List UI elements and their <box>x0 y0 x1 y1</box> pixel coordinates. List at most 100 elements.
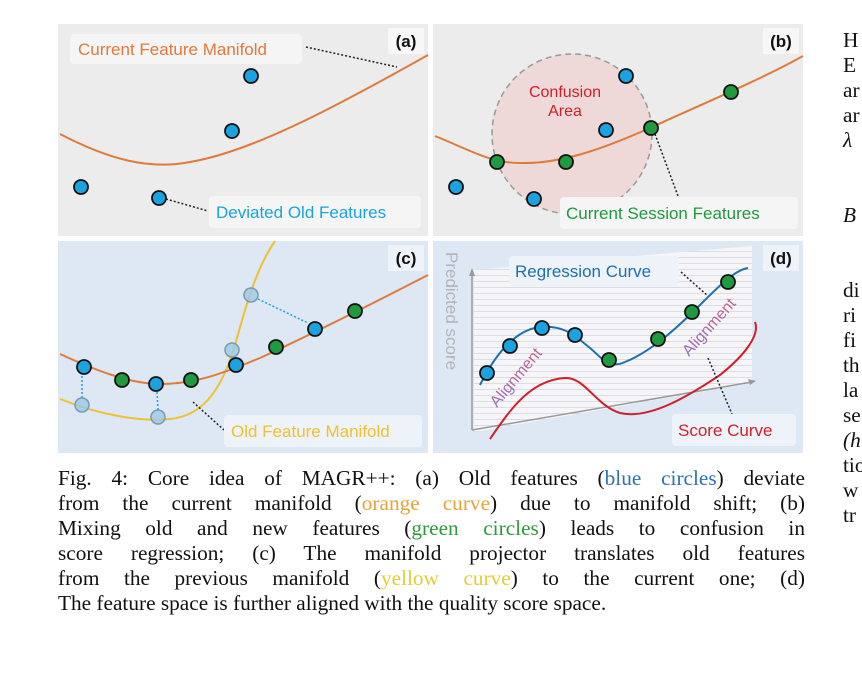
confusion-label-line1: Confusion <box>529 84 601 101</box>
old-feature-point <box>73 179 89 195</box>
caption-line: from the current manifold (orange curve)… <box>58 491 805 516</box>
old-feature-point <box>598 122 614 138</box>
projected-ghost-point <box>74 397 90 413</box>
old-manifold-leader-line <box>192 401 225 431</box>
score-curve <box>489 321 757 440</box>
right-column-fragment <box>843 178 862 203</box>
y-axis-arrowhead <box>469 268 475 276</box>
regression-label-box <box>509 256 679 286</box>
right-column-fragment: (h <box>843 428 861 452</box>
session-feature-point <box>114 372 130 388</box>
old-feature-point <box>148 376 164 392</box>
session-leader-line <box>654 133 679 197</box>
caption-text: ) due to manifold shift; (b) <box>490 491 806 515</box>
session-feature-point <box>183 372 199 388</box>
right-column-fragment: tr <box>843 503 857 527</box>
manifold-leader-line <box>305 46 398 68</box>
caption-line: score regression; (c) The manifold proje… <box>58 541 805 566</box>
deviated-label: Deviated Old Features <box>216 203 386 222</box>
caption-line: The feature space is further aligned wit… <box>58 591 805 616</box>
session-label-box <box>560 197 798 229</box>
projected-ghost-point <box>243 287 259 303</box>
regression-label: Regression Curve <box>515 262 651 281</box>
projected-ghost-point <box>224 342 240 358</box>
caption-highlight-green: green circles <box>411 516 539 540</box>
session-feature-point <box>347 303 363 319</box>
right-column-fragment: tio <box>843 453 862 477</box>
caption-text: ) leads to confusion in <box>538 516 805 540</box>
caption-line: Mixing old and new features (green circl… <box>58 516 805 541</box>
session-feature-point <box>650 331 666 347</box>
panel-c-tag: (c) <box>396 249 417 268</box>
caption-text: Mixing old and new features ( <box>58 516 412 540</box>
confusion-label-line2: Area <box>548 103 582 120</box>
panel-b-tag: (b) <box>770 32 792 51</box>
figure-caption: Fig. 4: Core idea of MAGR++: (a) Old fea… <box>58 466 805 616</box>
projection-arrow <box>156 391 159 411</box>
caption-text: from the previous manifold ( <box>58 566 381 590</box>
panel-d-tag: (d) <box>770 249 792 268</box>
right-column-fragment: di <box>843 278 860 302</box>
caption-text: The feature space is further aligned wit… <box>58 591 607 615</box>
projected-ghost-point <box>150 409 166 425</box>
x-axis-arrowhead <box>748 379 756 385</box>
panel-c-tag-box <box>388 245 424 271</box>
session-feature-point <box>643 120 659 136</box>
session-label: Current Session Features <box>566 204 760 223</box>
caption-highlight-yellow: yellow curve <box>380 566 511 590</box>
old-feature-point <box>243 68 259 84</box>
session-feature-point <box>684 304 700 320</box>
caption-text: ) deviate <box>716 466 805 490</box>
session-feature-point <box>489 154 505 170</box>
score-label: Score Curve <box>678 421 772 440</box>
caption-text: from the current manifold ( <box>58 491 362 515</box>
panel-a-tag-box <box>388 28 424 54</box>
panel-b: (b) Confusion Area Current Session Featu… <box>433 24 804 236</box>
old-manifold-label-box <box>224 415 422 447</box>
right-column-fragment: th <box>843 353 860 377</box>
manifold-label-box <box>70 34 302 64</box>
right-column-fragment: B <box>843 203 857 227</box>
caption-line: Fig. 4: Core idea of MAGR++: (a) Old fea… <box>58 466 805 491</box>
old-feature-point <box>479 365 495 381</box>
session-feature-point <box>601 352 617 368</box>
session-feature-point <box>720 274 736 290</box>
old-feature-point <box>534 320 550 336</box>
right-column-fragment: ar <box>843 78 860 102</box>
old-feature-point <box>228 357 244 373</box>
right-column-fragment: la <box>843 378 859 402</box>
old-feature-point <box>307 321 323 337</box>
panel-d: (d) Predicted score Alignment Alignment … <box>433 241 803 453</box>
old-feature-point <box>448 179 464 195</box>
caption-text: ) to the current one; (d) <box>510 566 805 590</box>
old-feature-point <box>224 123 240 139</box>
score-plane <box>474 246 752 432</box>
caption-line: from the previous manifold (yellow curve… <box>58 566 805 591</box>
current-manifold-curve-b <box>434 55 804 165</box>
caption-text: score regression; (c) The manifold proje… <box>58 541 805 565</box>
right-column-fragment: se <box>843 403 861 427</box>
session-feature-point <box>723 84 739 100</box>
right-column-fragment: w <box>843 478 859 502</box>
right-column-fragment <box>843 153 862 178</box>
panel-a: (a) Current Feature Manifold Deviated Ol… <box>58 24 429 236</box>
panel-c: (c) Old Feature Manifold <box>58 240 429 453</box>
right-column-fragment: ar <box>843 103 860 127</box>
deviated-leader-line <box>165 198 209 212</box>
panel-d-tag-box <box>763 245 799 271</box>
deviated-label-box <box>209 196 421 228</box>
caption-text: Fig. 4: Core idea of MAGR++: (a) Old fea… <box>58 466 605 490</box>
x-axis <box>471 381 753 431</box>
score-label-box <box>672 414 796 446</box>
manifold-label: Current Feature Manifold <box>78 40 267 59</box>
right-column-fragment <box>843 253 862 278</box>
right-column-fragment: H <box>843 28 859 52</box>
old-feature-point <box>618 68 634 84</box>
old-manifold-label: Old Feature Manifold <box>231 422 390 441</box>
panel-b-tag-box <box>763 28 799 54</box>
panel-a-tag: (a) <box>396 32 417 51</box>
old-feature-point <box>76 359 92 375</box>
right-column-fragment: λ <box>843 128 853 152</box>
current-feature-manifold-curve <box>59 54 429 166</box>
session-feature-point <box>268 339 284 355</box>
